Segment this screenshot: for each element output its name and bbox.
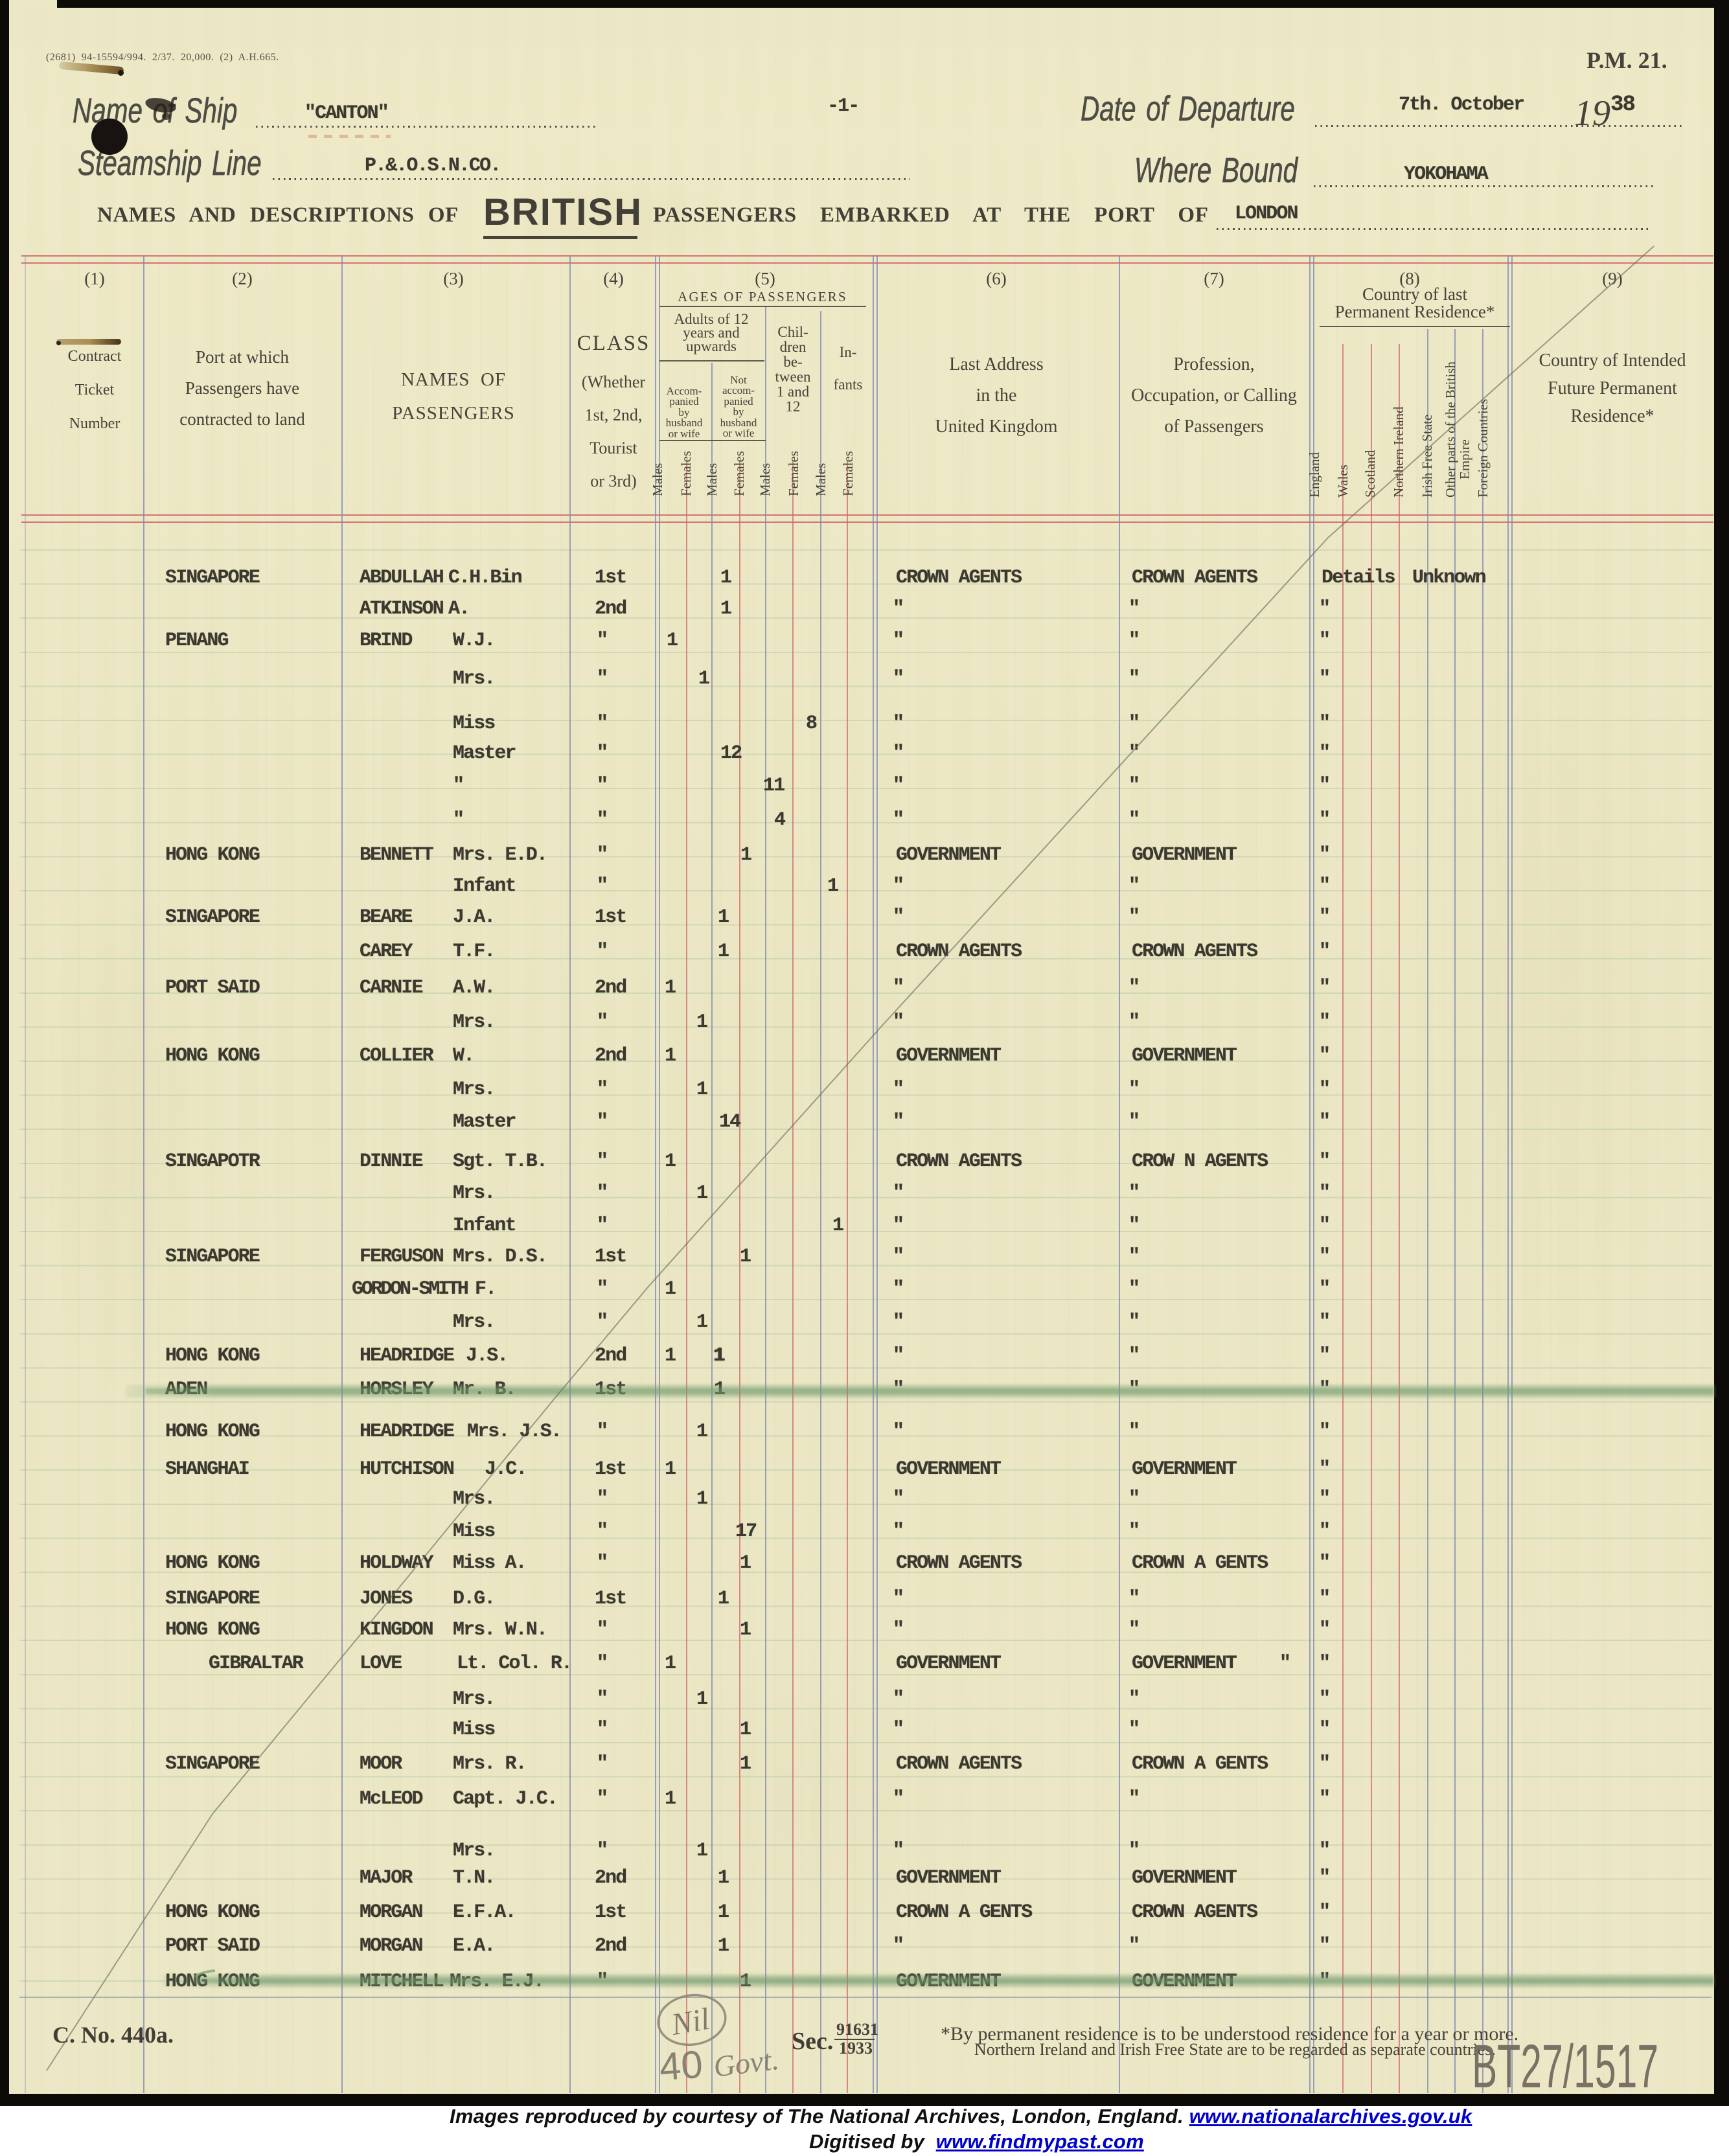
svg-text:Govt.: Govt.: [712, 2043, 781, 2083]
svg-text:Nil: Nil: [668, 2002, 712, 2043]
svg-text:40: 40: [658, 2043, 704, 2089]
svg-text:BT27/1517: BT27/1517: [1472, 2031, 1658, 2100]
